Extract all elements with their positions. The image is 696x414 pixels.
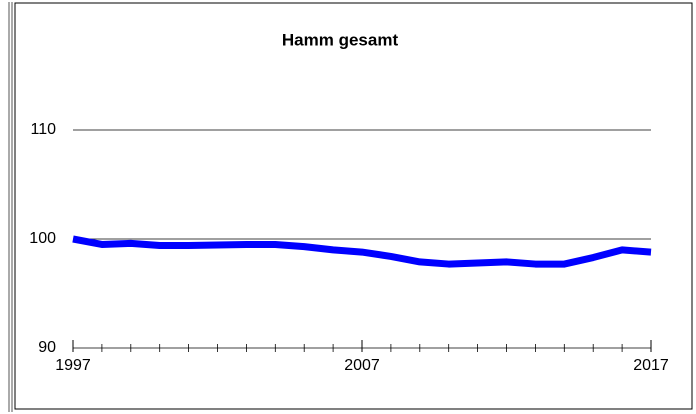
- chart-frame: [14, 2, 693, 410]
- x-tick-label: 2007: [344, 357, 380, 374]
- y-tick-label: 110: [30, 121, 56, 138]
- data-line: [72, 235, 652, 268]
- y-tick-label: 100: [29, 230, 56, 247]
- x-tick-label: 2017: [633, 357, 669, 374]
- x-tick-label: 1997: [55, 357, 91, 374]
- chart-title: Hamm gesamt: [282, 30, 399, 49]
- y-tick-label: 90: [38, 339, 56, 356]
